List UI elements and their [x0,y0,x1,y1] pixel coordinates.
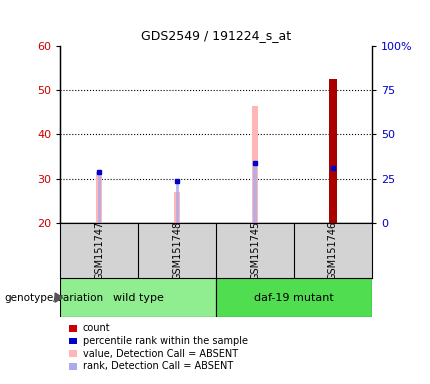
Bar [254,163,257,223]
Bar [98,172,101,223]
Bar [60,278,216,317]
Text: value, Detection Call = ABSENT: value, Detection Call = ABSENT [83,349,238,359]
Text: wild type: wild type [113,293,163,303]
Text: GSM151747: GSM151747 [94,221,104,280]
Text: GSM151748: GSM151748 [172,221,182,280]
Text: genotype/variation: genotype/variation [4,293,104,303]
Text: percentile rank within the sample: percentile rank within the sample [83,336,248,346]
Bar [175,181,179,223]
Bar [96,172,102,223]
Text: GSM151745: GSM151745 [250,221,260,280]
Text: GSM151746: GSM151746 [328,221,338,280]
Text: count: count [83,323,111,333]
Bar [329,79,337,223]
Title: GDS2549 / 191224_s_at: GDS2549 / 191224_s_at [141,29,291,42]
Bar [175,192,180,223]
Text: daf-19 mutant: daf-19 mutant [254,293,334,303]
Text: rank, Detection Call = ABSENT: rank, Detection Call = ABSENT [83,361,233,371]
Bar [252,106,258,223]
Bar [216,278,372,317]
